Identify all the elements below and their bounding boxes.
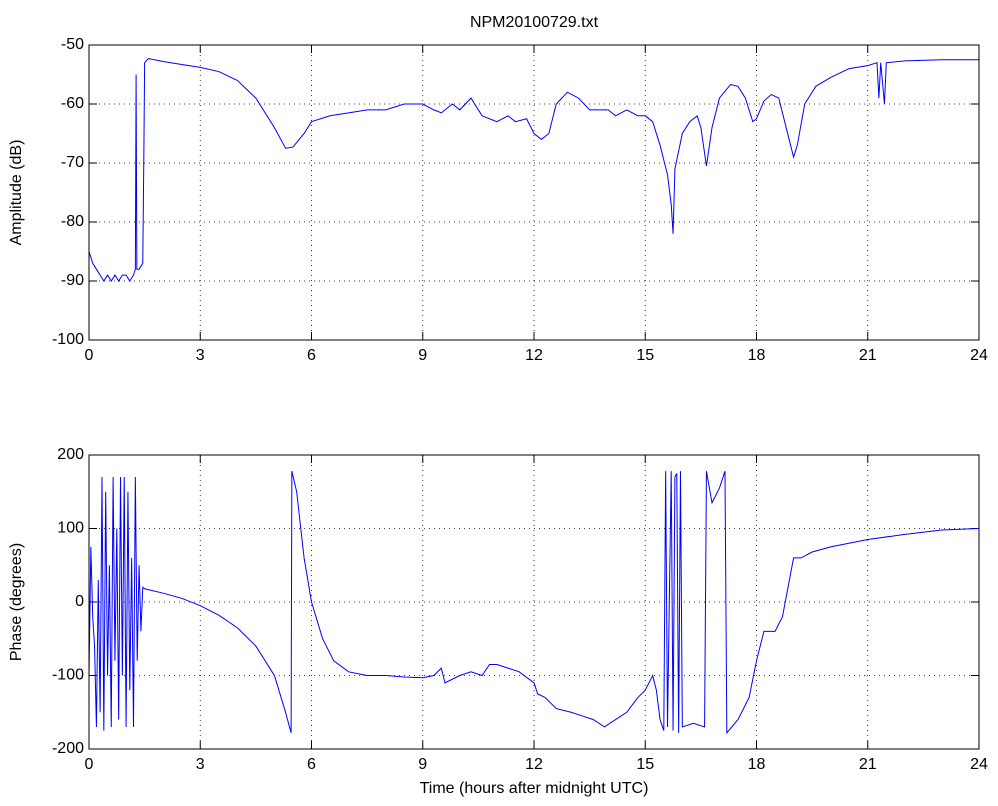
x-tick-label: 21 [859,756,877,773]
y-tick-label: -60 [61,95,84,112]
x-tick-label: 0 [85,756,94,773]
x-tick-label: 0 [85,347,94,364]
y-tick-label: 0 [75,593,84,610]
x-axis-label: Time (hours after midnight UTC) [420,780,649,797]
axes-box [88,454,980,750]
y-tick-label: 200 [57,446,84,463]
x-tick-label: 18 [748,756,766,773]
x-tick-label: 24 [970,756,988,773]
x-tick-label: 18 [748,347,766,364]
y-tick-label: -70 [61,154,84,171]
x-tick-label: 21 [859,347,877,364]
x-tick-label: 9 [418,756,427,773]
x-tick-label: 3 [196,756,205,773]
x-tick-label: 24 [970,347,988,364]
y-tick-label: -100 [52,331,84,348]
y-tick-label: -50 [61,36,84,53]
x-tick-label: 6 [307,347,316,364]
y-tick-label: -100 [52,667,84,684]
data-line [88,58,979,282]
y-tick-label: -200 [52,740,84,757]
y-axis-label: Phase (degrees) [8,543,25,661]
x-tick-label: 12 [525,347,543,364]
y-tick-label: 100 [57,520,84,537]
x-tick-label: 6 [307,756,316,773]
x-tick-label: 15 [636,347,654,364]
x-tick-label: 12 [525,756,543,773]
x-tick-label: 9 [418,347,427,364]
x-tick-label: 15 [636,756,654,773]
y-tick-label: -80 [61,213,84,230]
y-tick-label: -90 [61,272,84,289]
axes-box [88,44,980,341]
data-line [88,471,980,735]
chart-title: NPM20100729.txt [470,14,599,31]
y-axis-label: Amplitude (dB) [8,140,25,246]
x-tick-label: 3 [196,347,205,364]
